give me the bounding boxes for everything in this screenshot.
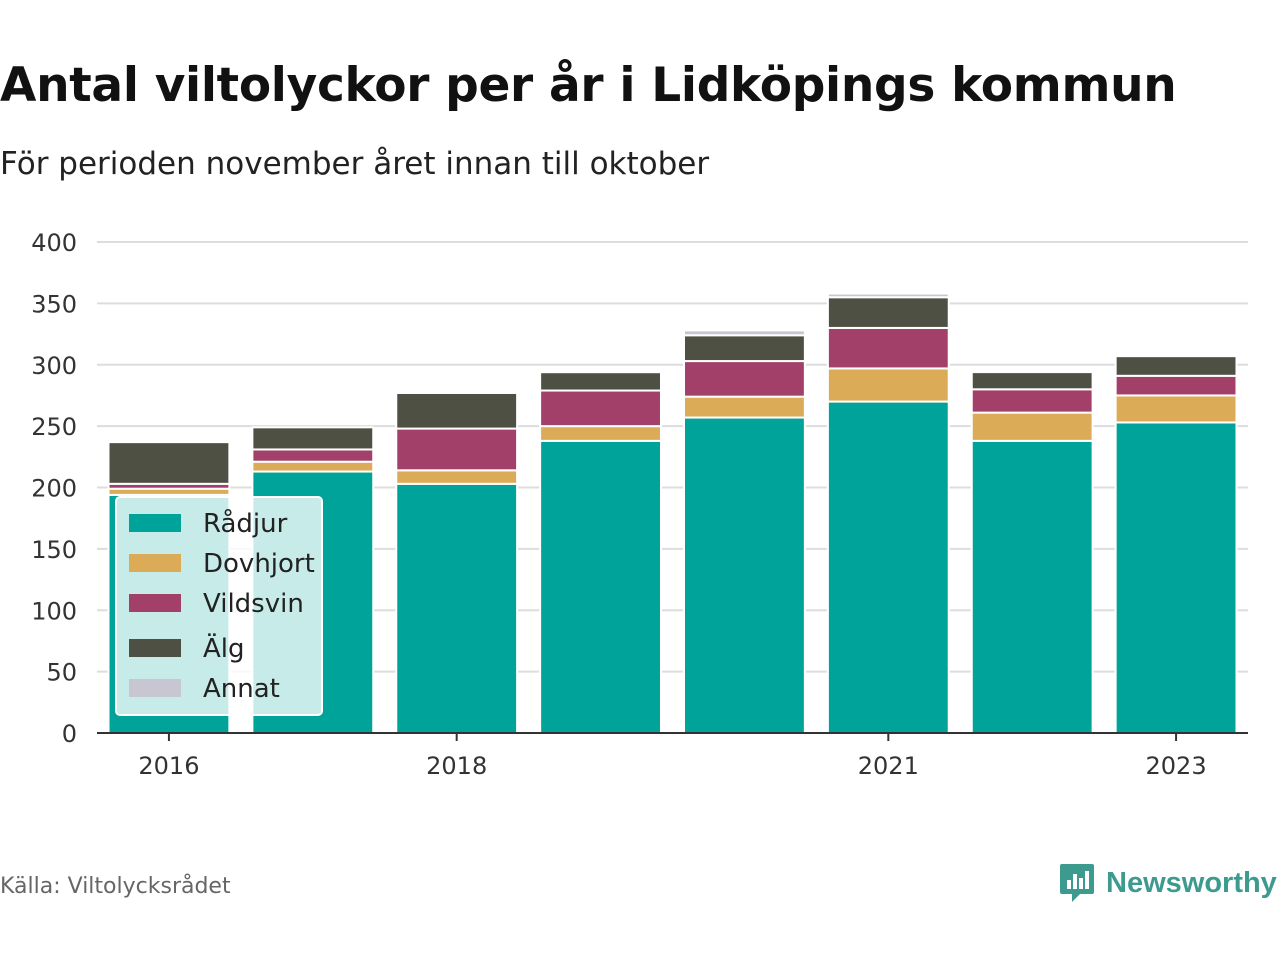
bar-segment <box>970 371 1094 391</box>
bar-segment <box>826 326 950 370</box>
y-tick-label: 300 <box>31 352 77 380</box>
y-tick-label: 250 <box>31 413 77 441</box>
bar-segment <box>1114 355 1238 377</box>
brand-name: Newsworthy <box>1106 866 1277 899</box>
y-tick-label: 400 <box>31 229 77 257</box>
bar-segment <box>826 292 950 299</box>
bar-segment <box>539 425 662 442</box>
bar-segment <box>683 329 806 337</box>
bar-segment <box>683 395 806 419</box>
y-tick-label: 0 <box>62 720 77 748</box>
bar-segment <box>251 460 375 473</box>
y-tick-label: 350 <box>31 290 77 318</box>
x-tick-label: 2016 <box>138 752 199 780</box>
bar-segment <box>1114 374 1238 397</box>
y-tick-label: 100 <box>31 597 77 625</box>
bar-segment <box>683 360 806 398</box>
brand-logo[interactable]: Newsworthy <box>1058 862 1277 904</box>
bar-segment <box>395 391 519 430</box>
legend-swatch <box>129 679 181 697</box>
bar-segment <box>683 416 806 734</box>
bar-chart-speech-bubble-icon <box>1060 864 1094 902</box>
bar-segment <box>970 388 1094 414</box>
legend-swatch <box>129 554 181 572</box>
bar-segment <box>826 296 950 329</box>
chart-subtitle: För perioden november året innan till ok… <box>0 146 710 182</box>
legend-label: Rådjur <box>203 508 288 539</box>
x-axis: 2016 2018 2021 2023 <box>97 732 1248 780</box>
legend-label: Vildsvin <box>203 589 304 619</box>
legend-label: Annat <box>203 674 280 704</box>
y-tick-label: 50 <box>46 659 77 687</box>
x-tick-label: 2018 <box>426 752 487 780</box>
chart-title: Antal viltolyckor per år i Lidköpings ko… <box>0 58 1177 113</box>
y-tick-label: 200 <box>31 475 77 503</box>
legend-label: Älg <box>203 632 245 664</box>
y-axis-ticks: 0 50 100 150 200 250 300 350 400 <box>31 229 77 748</box>
bar-segment <box>395 482 519 734</box>
bar-segment <box>970 411 1094 442</box>
bar-segment <box>251 426 375 451</box>
x-tick-label: 2023 <box>1146 752 1207 780</box>
bar-segment <box>539 371 662 392</box>
bar-segment <box>970 439 1094 734</box>
y-tick-label: 150 <box>31 536 77 564</box>
legend-swatch <box>129 514 181 532</box>
bar-segment <box>107 441 231 485</box>
bar-segment <box>683 334 806 363</box>
bar-segment <box>107 439 231 444</box>
bar-segment <box>826 367 950 403</box>
source-note: Källa: Viltolycksrådet <box>0 874 231 899</box>
legend-label: Dovhjort <box>203 549 315 579</box>
bar-segment <box>539 369 662 374</box>
bar-segment <box>251 448 375 463</box>
bar-segment <box>1114 421 1238 734</box>
bar-segment <box>395 469 519 485</box>
bar-segment <box>395 427 519 472</box>
bar-segment <box>826 400 950 734</box>
bar-segment <box>539 389 662 428</box>
x-tick-label: 2021 <box>858 752 919 780</box>
legend-box <box>115 496 323 716</box>
bar-segment <box>539 439 662 734</box>
legend-swatch <box>129 639 181 657</box>
bar-segment <box>1114 394 1238 424</box>
legend: Rådjur Dovhjort Vildsvin Älg Annat <box>115 496 323 716</box>
legend-swatch <box>129 594 181 612</box>
